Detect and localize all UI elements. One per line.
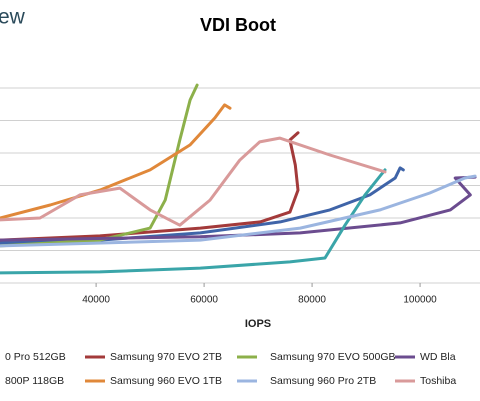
legend-label: WD Bla (420, 351, 456, 363)
x-tick-label: 100000 (403, 295, 437, 306)
legend-label: Samsung 970 EVO 2TB (110, 351, 222, 363)
legend-label: 0 Pro 512GB (5, 351, 66, 363)
legend-label: Samsung 960 Pro 2TB (270, 375, 376, 387)
legend-label: Samsung 960 EVO 1TB (110, 375, 222, 387)
legend-label: Toshiba (420, 375, 456, 387)
series-line (0, 175, 477, 242)
x-tick-label: 80000 (298, 295, 326, 306)
x-axis-title: IOPS (245, 318, 271, 330)
legend-label: 800P 118GB (5, 375, 64, 387)
series-line (0, 136, 387, 227)
series-line (0, 174, 477, 248)
series-line (0, 103, 232, 220)
series-line (0, 168, 387, 275)
x-tick-label: 60000 (190, 295, 218, 306)
logo-text: ew (0, 6, 26, 29)
series-line (0, 83, 199, 248)
x-tick-label: 40000 (82, 295, 110, 306)
chart-title: VDI Boot (200, 15, 276, 35)
legend-label: Samsung 970 EVO 500GB (270, 351, 396, 363)
